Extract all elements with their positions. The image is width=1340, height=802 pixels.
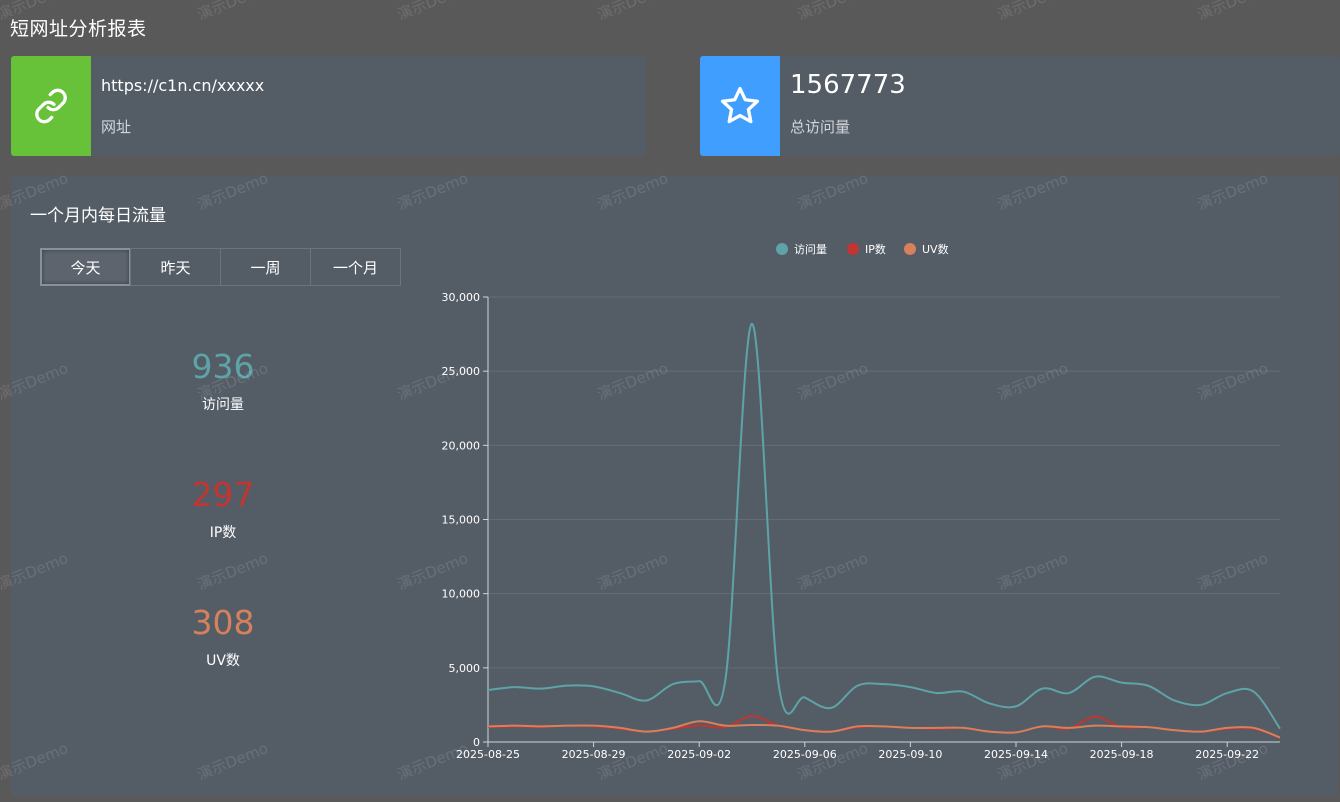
x-tick-label: 2025-09-06 bbox=[773, 748, 837, 761]
star-icon-box bbox=[700, 56, 780, 156]
x-tick-label: 2025-09-02 bbox=[667, 748, 731, 761]
x-tick-label: 2025-09-10 bbox=[878, 748, 942, 761]
y-tick-label: 0 bbox=[473, 736, 480, 749]
x-tick-label: 2025-09-18 bbox=[1090, 748, 1154, 761]
period-button-group: 今天 昨天 一周 一个月 bbox=[40, 248, 401, 286]
legend-ip-label: IP数 bbox=[865, 243, 886, 256]
url-card: https://c1n.cn/xxxxx 网址 bbox=[11, 56, 646, 156]
stat-visits-label: 访问量 bbox=[202, 397, 244, 413]
stat-visits: 936 访问量 bbox=[123, 348, 323, 414]
y-tick-label: 10,000 bbox=[442, 588, 481, 601]
legend-uv-label: UV数 bbox=[922, 243, 949, 256]
stat-uv-label: UV数 bbox=[206, 653, 240, 669]
total-visits-label: 总访问量 bbox=[790, 118, 851, 136]
series-line-visits bbox=[487, 322, 1281, 730]
stat-uv-value: 308 bbox=[191, 603, 255, 642]
y-tick-label: 15,000 bbox=[442, 514, 481, 527]
x-tick-label: 2025-09-22 bbox=[1195, 748, 1259, 761]
legend-visits-marker bbox=[776, 243, 788, 255]
tab-month[interactable]: 一个月 bbox=[310, 248, 401, 286]
star-icon bbox=[720, 86, 760, 124]
stat-ip-value: 297 bbox=[191, 475, 255, 514]
stat-uv: 308 UV数 bbox=[123, 604, 323, 670]
link-icon-box bbox=[11, 56, 91, 156]
series-line-uv bbox=[487, 720, 1281, 739]
legend-uv-marker bbox=[904, 243, 916, 255]
stat-ip: 297 IP数 bbox=[123, 476, 323, 542]
x-tick-label: 2025-08-29 bbox=[562, 748, 626, 761]
y-tick-label: 5,000 bbox=[449, 662, 481, 675]
short-url-value[interactable]: https://c1n.cn/xxxxx bbox=[101, 76, 265, 95]
link-icon bbox=[35, 88, 67, 124]
y-tick-label: 20,000 bbox=[442, 439, 481, 452]
total-visits-card: 1567773 总访问量 bbox=[700, 56, 1340, 156]
y-tick-label: 25,000 bbox=[442, 365, 481, 378]
x-tick-label: 2025-09-14 bbox=[984, 748, 1048, 761]
x-tick-label: 2025-08-25 bbox=[456, 748, 520, 761]
short-url-label: 网址 bbox=[101, 118, 132, 136]
y-tick-label: 30,000 bbox=[442, 291, 481, 304]
legend-ip-marker bbox=[847, 243, 859, 255]
daily-traffic-panel: 一个月内每日流量 今天 昨天 一周 一个月 936 访问量 297 IP数 30… bbox=[11, 176, 1338, 796]
panel-title: 一个月内每日流量 bbox=[30, 206, 166, 226]
page-title: 短网址分析报表 bbox=[10, 18, 147, 40]
stat-visits-value: 936 bbox=[191, 347, 255, 386]
stat-ip-label: IP数 bbox=[209, 525, 237, 541]
total-visits-value: 1567773 bbox=[790, 70, 906, 100]
tab-today[interactable]: 今天 bbox=[40, 248, 131, 286]
legend-visits-label: 访问量 bbox=[794, 243, 827, 256]
